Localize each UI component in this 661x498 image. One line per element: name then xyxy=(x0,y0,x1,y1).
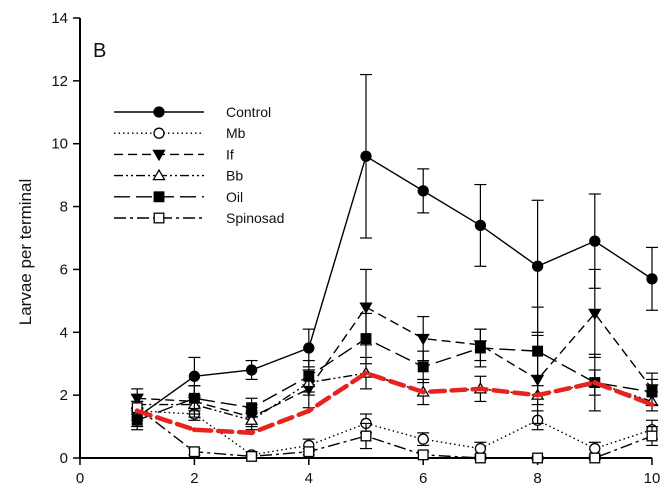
data-point xyxy=(474,452,486,464)
highlight-point xyxy=(306,408,312,414)
x-tick-label: 6 xyxy=(419,470,427,487)
series-line xyxy=(136,155,653,418)
series-bb xyxy=(130,356,659,431)
highlight-series xyxy=(134,370,655,436)
panel-label: B xyxy=(93,40,106,62)
series-oil xyxy=(131,306,658,431)
y-axis-title: Larvae per terminal xyxy=(16,179,35,325)
legend-marker xyxy=(153,106,165,118)
data-point xyxy=(360,333,372,345)
highlight-point xyxy=(249,430,255,436)
legend-marker xyxy=(153,212,165,224)
data-point xyxy=(303,446,315,458)
series-line xyxy=(137,306,653,418)
data-point xyxy=(245,364,258,376)
legend-marker xyxy=(153,127,165,139)
legend-label: If xyxy=(226,146,234,162)
y-tick-label: 14 xyxy=(51,10,68,27)
legend-item-oil: Oil xyxy=(114,189,243,205)
highlight-line xyxy=(134,370,655,436)
legend-label: Control xyxy=(226,104,271,120)
data-point xyxy=(244,413,259,425)
series-if xyxy=(130,268,659,428)
x-tick-label: 8 xyxy=(533,470,541,487)
data-point xyxy=(646,273,658,285)
y-tick-label: 4 xyxy=(60,324,68,341)
highlight-point xyxy=(420,389,426,395)
series-control xyxy=(131,73,658,428)
data-point xyxy=(589,442,601,455)
highlight-point xyxy=(649,402,655,408)
highlight-point xyxy=(191,427,197,433)
data-point xyxy=(589,452,601,464)
highlight-point xyxy=(477,386,483,392)
data-point xyxy=(474,442,487,455)
legend-item-spinosad: Spinosad xyxy=(114,210,284,226)
series-line xyxy=(137,410,653,456)
legend-item-if: If xyxy=(114,146,234,162)
series-line xyxy=(136,337,653,421)
data-point xyxy=(532,345,544,357)
data-point xyxy=(646,386,658,398)
legend-label: Bb xyxy=(226,168,243,184)
data-point xyxy=(417,433,429,445)
legend-label: Spinosad xyxy=(226,210,284,226)
data-point xyxy=(303,370,315,382)
data-point xyxy=(188,446,200,458)
data-point xyxy=(303,342,315,354)
series-spinosad xyxy=(131,400,658,464)
data-point xyxy=(532,452,544,464)
legend-item-mb: Mb xyxy=(114,125,246,141)
legend-marker xyxy=(153,191,165,203)
data-point xyxy=(531,260,544,272)
legend-label: Mb xyxy=(226,125,246,141)
legend-marker xyxy=(152,149,166,162)
data-point xyxy=(360,430,372,442)
data-point xyxy=(417,185,429,197)
legend-label: Oil xyxy=(226,189,243,205)
data-point xyxy=(359,302,373,314)
x-tick-label: 0 xyxy=(76,470,84,487)
highlight-point xyxy=(535,392,541,398)
data-point xyxy=(474,342,486,354)
x-tick-label: 10 xyxy=(644,470,661,487)
highlight-point xyxy=(363,370,369,376)
y-tick-label: 8 xyxy=(60,199,68,216)
y-tick-label: 2 xyxy=(60,387,68,404)
data-point xyxy=(246,450,258,462)
series-line xyxy=(136,407,653,459)
series-layer xyxy=(130,73,659,464)
legend-item-control: Control xyxy=(114,104,271,120)
data-point xyxy=(589,235,601,247)
axes: 0 2 4 6 8 10 0 2 4 6 8 10 12 14 xyxy=(51,10,660,487)
legend-item-bb: Bb xyxy=(114,168,243,184)
data-point xyxy=(588,308,602,321)
data-point xyxy=(131,414,143,426)
highlight-point xyxy=(592,380,598,386)
y-tick-label: 12 xyxy=(51,73,68,90)
data-point xyxy=(188,370,201,382)
data-point xyxy=(246,402,258,414)
data-point xyxy=(417,361,429,373)
y-ticks: 0 2 4 6 8 10 12 14 xyxy=(51,10,80,467)
x-tick-label: 4 xyxy=(305,470,313,487)
y-tick-label: 10 xyxy=(51,136,68,153)
highlight-point xyxy=(134,408,140,414)
data-point xyxy=(188,392,200,404)
x-ticks: 0 2 4 6 8 10 xyxy=(76,458,661,487)
data-point xyxy=(416,333,430,346)
legend: Control Mb If Bb Oil Spinosad xyxy=(114,104,284,226)
y-tick-label: 0 xyxy=(60,450,68,467)
data-point xyxy=(417,449,429,461)
y-tick-label: 6 xyxy=(60,261,68,278)
data-point xyxy=(474,219,487,232)
data-point xyxy=(360,150,372,162)
legend-marker xyxy=(152,168,166,181)
x-tick-label: 2 xyxy=(190,470,198,487)
data-point xyxy=(646,430,658,442)
